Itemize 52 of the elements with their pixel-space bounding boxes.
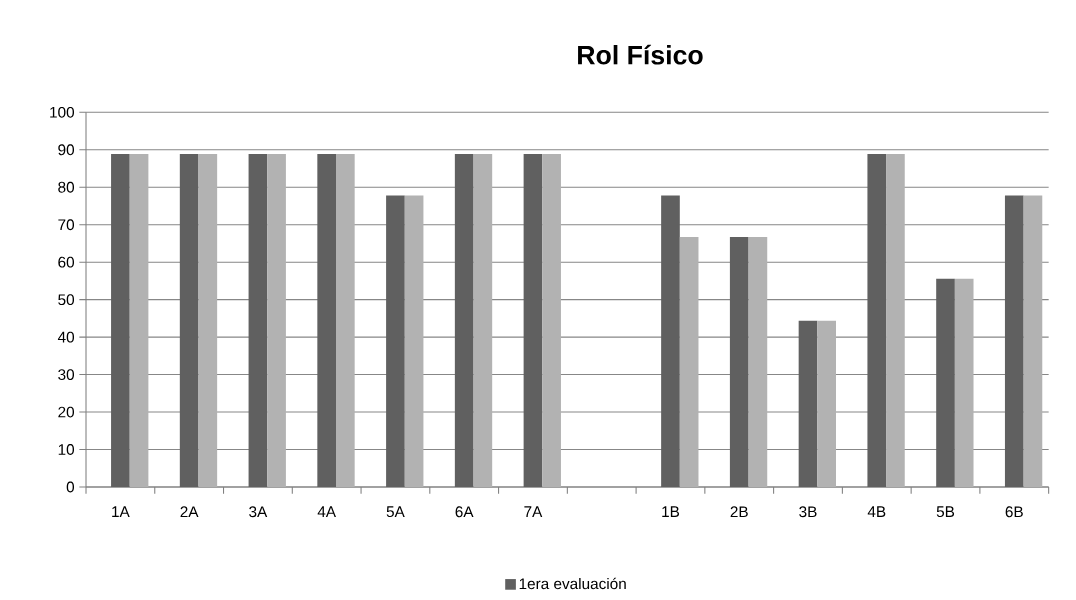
bar bbox=[886, 153, 905, 487]
bar bbox=[1004, 195, 1024, 487]
bar bbox=[248, 153, 268, 487]
bar bbox=[454, 153, 474, 487]
x-tick-label: 1B bbox=[662, 506, 680, 517]
bar bbox=[817, 320, 836, 487]
y-tick-label: 70 bbox=[58, 219, 75, 231]
x-tick-label: 4B bbox=[867, 506, 886, 517]
bar bbox=[129, 153, 149, 487]
bar bbox=[317, 153, 337, 487]
bar bbox=[679, 237, 699, 487]
y-tick-label: 20 bbox=[58, 406, 75, 418]
y-tick-label: 60 bbox=[58, 256, 75, 268]
x-tick-label: 1A bbox=[112, 506, 130, 517]
bar bbox=[936, 278, 955, 487]
x-tick-label: 6B bbox=[1005, 506, 1023, 518]
x-tick-label: 2B bbox=[730, 506, 748, 518]
bar bbox=[336, 153, 355, 487]
x-tick-label: 3B bbox=[799, 506, 817, 518]
x-tick-label: 2A bbox=[180, 506, 199, 518]
y-tick-label: 100 bbox=[50, 106, 75, 118]
chart-title: Rol Físico bbox=[578, 44, 703, 65]
bar bbox=[111, 153, 130, 487]
bar bbox=[523, 153, 543, 487]
bar bbox=[198, 153, 218, 487]
bar bbox=[798, 320, 818, 487]
y-tick-label: 10 bbox=[58, 444, 75, 455]
bar bbox=[267, 153, 286, 487]
y-tick-label: 50 bbox=[58, 294, 75, 306]
y-tick-label: 90 bbox=[58, 144, 75, 156]
bar bbox=[386, 195, 405, 487]
x-tick-label: 4A bbox=[317, 506, 336, 517]
bar bbox=[404, 195, 424, 487]
bar bbox=[179, 153, 199, 487]
bar bbox=[954, 278, 974, 487]
y-tick-label: 40 bbox=[57, 331, 75, 343]
x-tick-label: 7A bbox=[524, 506, 543, 517]
bar bbox=[729, 237, 749, 487]
bar bbox=[867, 153, 887, 487]
legend-label: 1era evaluación bbox=[519, 577, 626, 590]
bar bbox=[542, 153, 561, 487]
bar bbox=[1023, 195, 1043, 487]
y-tick-label: 0 bbox=[66, 481, 75, 493]
x-tick-label: 5B bbox=[936, 506, 955, 518]
bar bbox=[473, 153, 493, 487]
x-tick-label: 6A bbox=[455, 506, 474, 518]
y-tick-label: 30 bbox=[58, 369, 75, 381]
x-tick-label: 5A bbox=[386, 506, 405, 518]
y-tick-label: 80 bbox=[58, 181, 75, 193]
bar bbox=[748, 237, 768, 487]
bar bbox=[661, 195, 680, 487]
x-tick-label: 3A bbox=[249, 506, 268, 518]
